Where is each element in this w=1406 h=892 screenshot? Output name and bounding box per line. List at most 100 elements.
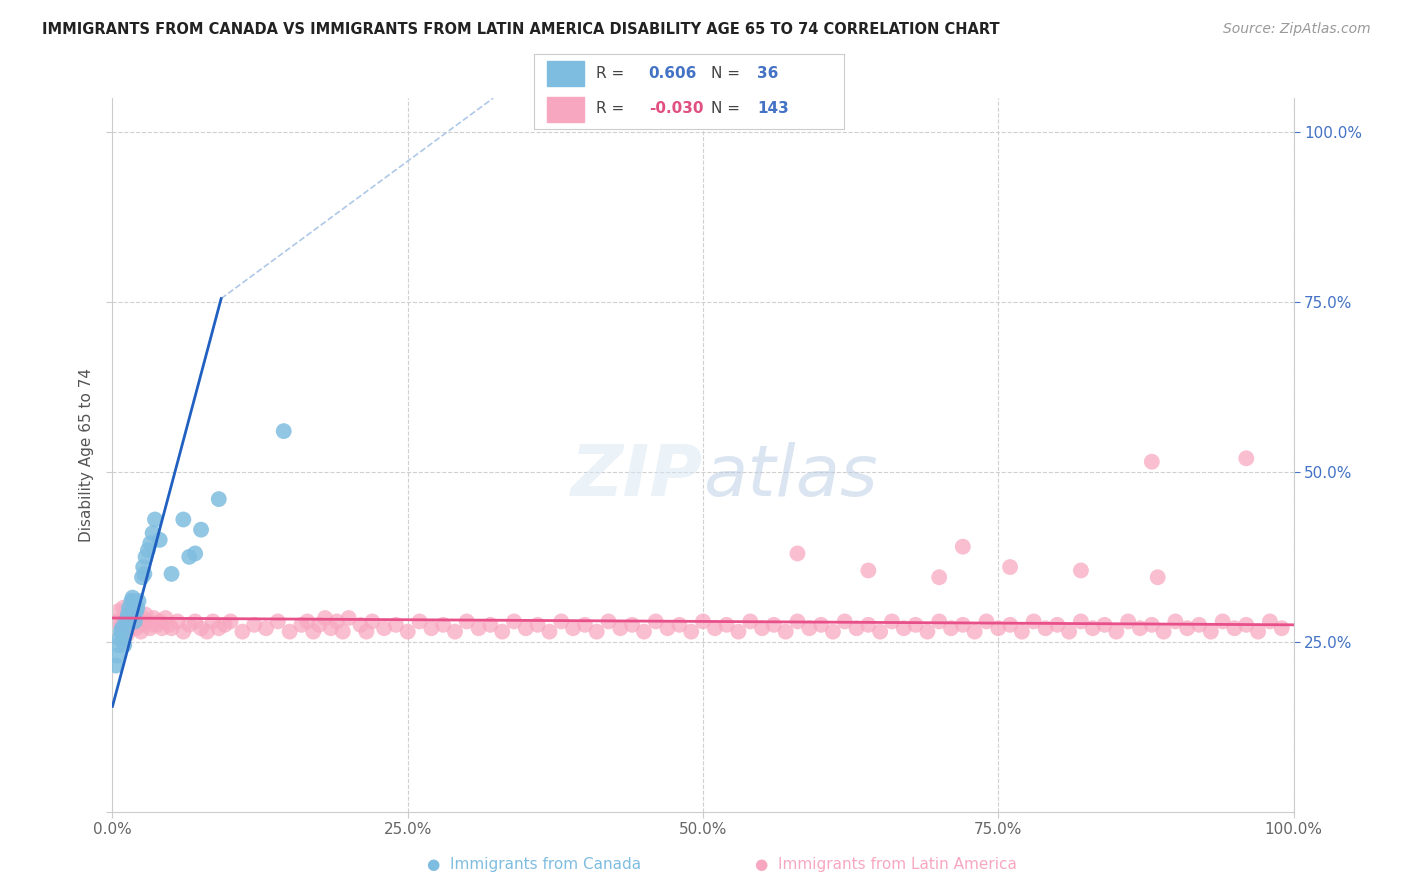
Point: [267, 615, 290, 629]
Point: [928, 615, 950, 629]
Point: [858, 617, 880, 632]
Text: -0.030: -0.030: [648, 102, 703, 116]
Point: [1258, 615, 1281, 629]
Point: [201, 615, 224, 629]
Point: [124, 615, 146, 629]
Point: [976, 615, 998, 629]
Point: [129, 624, 152, 639]
Point: [297, 615, 319, 629]
Point: [657, 621, 679, 635]
Point: [668, 617, 690, 632]
Point: [491, 624, 513, 639]
Point: [166, 615, 188, 629]
Point: [160, 566, 183, 581]
Point: [515, 621, 537, 635]
Point: [1105, 624, 1128, 639]
Point: [939, 621, 962, 635]
Point: [1247, 624, 1270, 639]
Point: [290, 617, 312, 632]
Point: [319, 621, 342, 635]
Point: [1164, 615, 1187, 629]
Point: [142, 617, 165, 632]
Point: [1070, 615, 1092, 629]
Point: [869, 624, 891, 639]
Point: [361, 615, 384, 629]
Point: [110, 617, 132, 632]
Point: [115, 628, 138, 642]
Point: [1234, 451, 1257, 466]
Point: [858, 564, 880, 578]
Point: [172, 512, 194, 526]
Point: [127, 600, 149, 615]
Point: [314, 611, 336, 625]
Point: [150, 621, 173, 635]
Point: [928, 570, 950, 584]
Point: [740, 615, 762, 629]
Point: [105, 615, 128, 629]
Text: N =: N =: [710, 67, 744, 81]
Point: [131, 570, 153, 584]
Point: [644, 615, 666, 629]
Point: [117, 607, 139, 622]
Point: [1146, 570, 1168, 584]
Point: [1081, 621, 1104, 635]
Text: 143: 143: [756, 102, 789, 116]
Point: [987, 621, 1010, 635]
Point: [1035, 621, 1057, 635]
Point: [149, 533, 172, 547]
Point: [574, 617, 596, 632]
Point: [503, 615, 526, 629]
Text: IMMIGRANTS FROM CANADA VS IMMIGRANTS FROM LATIN AMERICA DISABILITY AGE 65 TO 74 : IMMIGRANTS FROM CANADA VS IMMIGRANTS FRO…: [42, 22, 1000, 37]
Point: [598, 615, 620, 629]
Point: [208, 621, 231, 635]
Point: [716, 617, 738, 632]
Point: [160, 621, 183, 635]
Point: [479, 617, 502, 632]
Text: R =: R =: [596, 67, 630, 81]
Point: [786, 546, 808, 560]
Point: [125, 604, 148, 618]
Point: [107, 638, 129, 652]
Point: [208, 492, 231, 507]
Point: [456, 615, 478, 629]
Point: [273, 424, 295, 438]
Point: [762, 617, 785, 632]
Point: [105, 648, 128, 663]
Text: ●  Immigrants from Latin America: ● Immigrants from Latin America: [755, 857, 1017, 872]
Point: [821, 624, 844, 639]
Point: [1094, 617, 1116, 632]
Point: [998, 617, 1021, 632]
Point: [179, 549, 201, 564]
Point: [349, 617, 371, 632]
Point: [1116, 615, 1139, 629]
Point: [952, 540, 974, 554]
Point: [609, 621, 631, 635]
Point: [131, 611, 153, 625]
Point: [880, 615, 903, 629]
Point: [904, 617, 927, 632]
Point: [751, 621, 773, 635]
Point: [146, 617, 169, 632]
Point: [143, 512, 166, 526]
Point: [444, 624, 467, 639]
Point: [184, 546, 207, 560]
Point: [142, 611, 165, 625]
Point: [1271, 621, 1294, 635]
Bar: [547, 62, 583, 87]
Point: [179, 617, 201, 632]
Point: [136, 543, 159, 558]
Point: [998, 560, 1021, 574]
Text: ●  Immigrants from Canada: ● Immigrants from Canada: [427, 857, 641, 872]
Point: [356, 624, 378, 639]
Point: [952, 617, 974, 632]
Point: [219, 615, 242, 629]
Point: [963, 624, 986, 639]
Point: [834, 615, 856, 629]
Text: R =: R =: [596, 102, 630, 116]
Point: [112, 600, 135, 615]
Point: [1188, 617, 1211, 632]
Point: [337, 611, 360, 625]
Point: [112, 632, 135, 646]
Point: [703, 621, 725, 635]
Point: [132, 560, 155, 574]
